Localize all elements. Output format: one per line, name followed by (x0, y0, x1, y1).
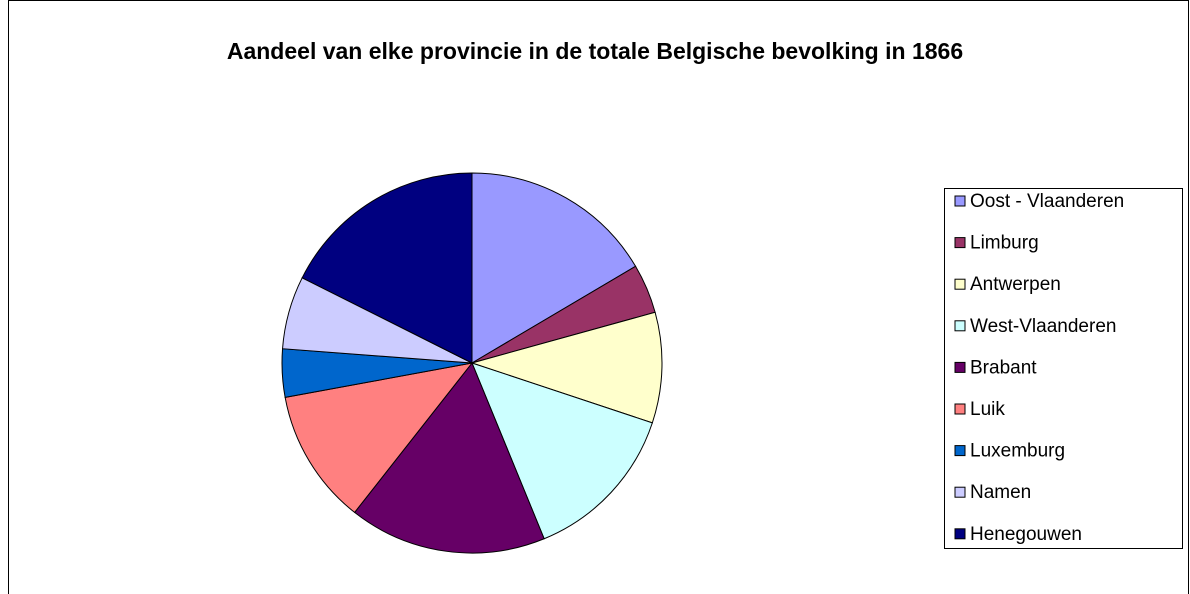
pie-slice (301, 172, 473, 364)
chart-frame (8, 0, 1189, 594)
chart-title: Aandeel van elke provincie in de totale … (226, 38, 964, 64)
legend-swatch (954, 278, 966, 290)
pie-slice (470, 311, 663, 424)
legend-swatch (954, 361, 966, 373)
pie-slice (353, 362, 545, 554)
pie-slice (471, 172, 637, 364)
legend-label: Henegouwen (970, 524, 1082, 545)
legend-swatch (954, 445, 966, 457)
legend-swatch (954, 486, 966, 498)
pie-slice (471, 362, 653, 540)
legend-label: Antwerpen (970, 274, 1061, 295)
legend-swatch (954, 237, 966, 249)
legend-label: Luxemburg (970, 441, 1065, 462)
legend-swatch (954, 195, 966, 207)
legend-label: Limburg (970, 233, 1039, 254)
legend-swatch (954, 528, 966, 540)
legend-label: Oost - Vlaanderen (970, 191, 1124, 212)
legend-label: Brabant (970, 357, 1037, 378)
legend-swatch (954, 403, 966, 415)
legend-swatch (954, 320, 966, 332)
pie-slice (284, 362, 474, 514)
legend-label: Namen (970, 482, 1031, 503)
legend-box (944, 188, 1183, 549)
legend-label: Luik (970, 399, 1005, 420)
legend-label: West-Vlaanderen (970, 316, 1116, 337)
